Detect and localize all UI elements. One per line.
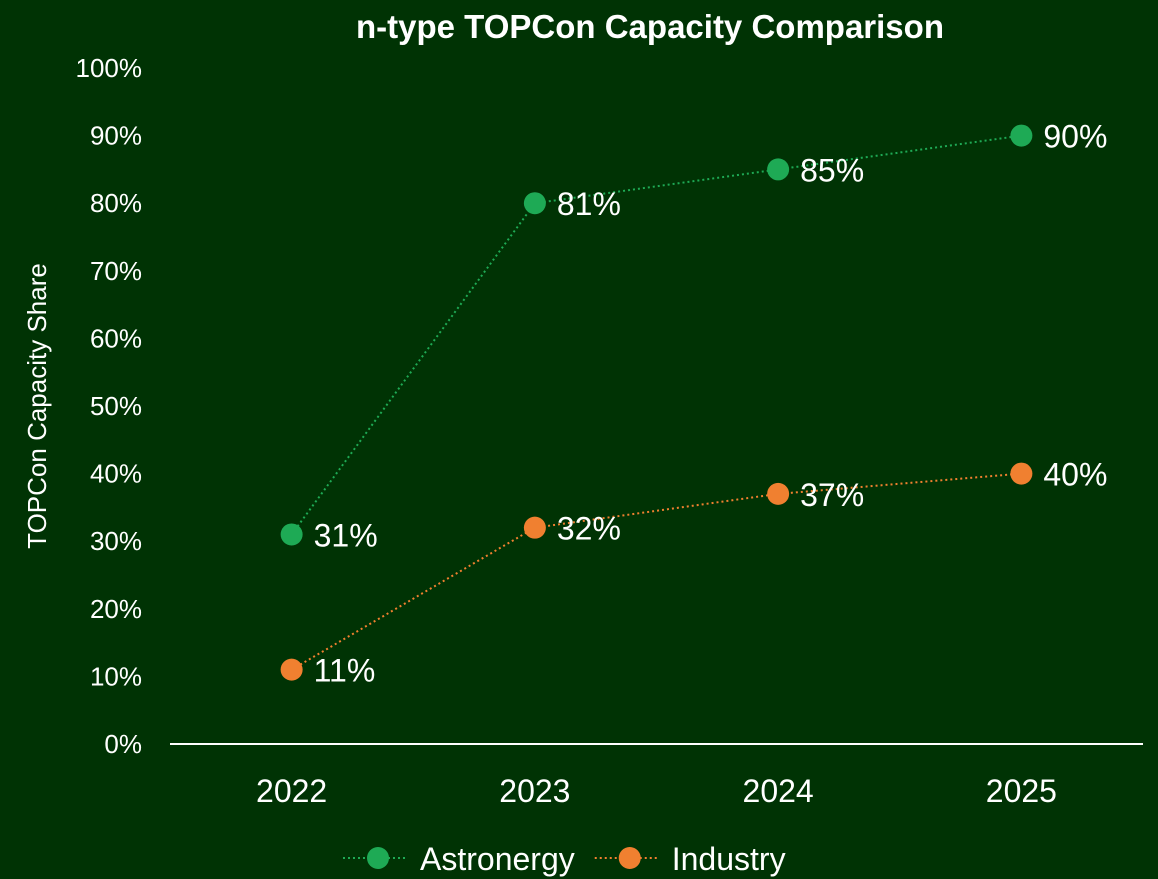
x-tick-label: 2025 <box>986 773 1057 809</box>
data-label: 37% <box>800 477 864 513</box>
data-point <box>1010 124 1033 147</box>
data-point <box>280 658 303 681</box>
series-layer: 31% 81% 85% 90% 11% 32% 37% 40% <box>280 119 1107 689</box>
data-label: 90% <box>1043 119 1107 155</box>
data-point <box>523 192 546 215</box>
data-point <box>767 158 790 181</box>
x-axis-ticks: 2022 2023 2024 2025 <box>256 773 1057 809</box>
data-label: 85% <box>800 152 864 188</box>
legend-label: Industry <box>672 841 786 877</box>
y-tick-label: 40% <box>90 459 142 489</box>
y-tick-label: 10% <box>90 661 142 691</box>
y-axis-ticks: 0% 10% 20% 30% 40% 50% 60% 70% 80% 90% 100% <box>76 53 143 759</box>
data-label: 11% <box>314 653 376 689</box>
series-line <box>291 472 1022 671</box>
legend-label: Astronergy <box>420 841 575 877</box>
chart-title: n-type TOPCon Capacity Comparison <box>356 8 944 45</box>
y-tick-label: 0% <box>104 729 142 759</box>
data-label: 31% <box>314 517 378 553</box>
y-tick-label: 100% <box>76 53 143 83</box>
y-tick-label: 80% <box>90 188 142 218</box>
x-tick-label: 2024 <box>743 773 814 809</box>
legend-item-astronergy: Astronergy <box>343 841 575 877</box>
data-label: 32% <box>557 511 621 547</box>
series-astronergy: 31% 81% 85% 90% <box>280 119 1107 553</box>
data-point <box>1010 462 1033 485</box>
series-industry: 11% 32% 37% 40% <box>280 457 1107 689</box>
y-tick-label: 70% <box>90 256 142 286</box>
data-label: 81% <box>557 186 621 222</box>
x-tick-label: 2022 <box>256 773 327 809</box>
legend-marker <box>367 847 389 869</box>
y-tick-label: 50% <box>90 391 142 421</box>
legend-item-industry: Industry <box>594 841 786 877</box>
y-tick-label: 60% <box>90 323 142 353</box>
data-point <box>767 482 790 505</box>
x-tick-label: 2023 <box>499 773 570 809</box>
data-point <box>280 523 303 546</box>
series-line <box>290 134 1022 536</box>
y-axis-label: TOPCon Capacity Share <box>22 263 52 549</box>
data-label: 40% <box>1043 457 1107 493</box>
y-tick-label: 20% <box>90 594 142 624</box>
y-tick-label: 30% <box>90 526 142 556</box>
legend: Astronergy Industry <box>343 841 786 877</box>
data-point <box>523 516 546 539</box>
y-tick-label: 90% <box>90 121 142 151</box>
legend-marker <box>618 847 641 869</box>
